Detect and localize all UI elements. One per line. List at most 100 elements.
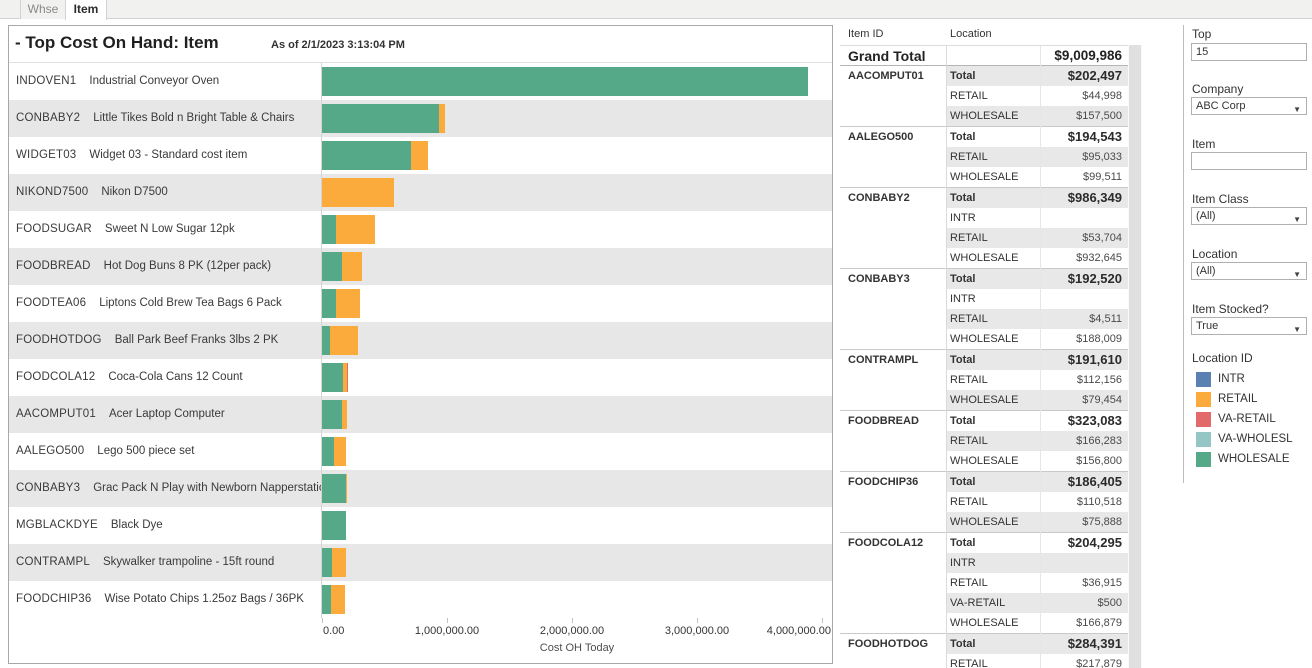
table-row[interactable]: RETAIL $4,511	[840, 309, 1128, 329]
value-cell[interactable]: $284,391	[1040, 634, 1128, 654]
bar-retail-segment[interactable]	[331, 585, 346, 614]
value-cell[interactable]: $166,283	[1040, 431, 1128, 451]
item-class-filter-select[interactable]: (All) ▼	[1191, 207, 1307, 225]
item-stocked-filter-select[interactable]: True ▼	[1191, 317, 1307, 335]
bar-retail-segment[interactable]	[342, 363, 348, 392]
table-row[interactable]: CONBABY3 Total $192,520	[840, 269, 1128, 289]
value-cell[interactable]: $186,405	[1040, 472, 1128, 492]
table-scrollbar[interactable]	[1128, 45, 1142, 668]
value-cell[interactable]: $95,033	[1040, 147, 1128, 167]
table-row[interactable]: RETAIL $36,915	[840, 573, 1128, 593]
table-row[interactable]: AALEGO500 Total $194,543	[840, 127, 1128, 147]
value-cell[interactable]: $110,518	[1076, 496, 1122, 508]
bar-wholesale-segment[interactable]	[322, 474, 346, 503]
table-row[interactable]: INTR	[840, 553, 1128, 573]
legend-item[interactable]: WHOLESALE	[1196, 451, 1290, 467]
legend-item[interactable]: VA-WHOLESL	[1196, 431, 1293, 447]
table-row[interactable]: RETAIL $112,156	[840, 370, 1128, 390]
bar-wholesale-segment[interactable]	[322, 548, 332, 577]
bar-wholesale-segment[interactable]	[322, 67, 809, 96]
table-row[interactable]: FOODCHIP36 Total $186,405	[840, 472, 1128, 492]
table-row[interactable]: WHOLESALE $75,888	[840, 512, 1128, 532]
table-row[interactable]: RETAIL $53,704	[840, 228, 1128, 248]
value-cell[interactable]: $44,998	[1082, 90, 1122, 102]
bar-wholesale-segment[interactable]	[322, 437, 335, 466]
legend-item[interactable]: INTR	[1196, 371, 1245, 387]
company-filter-select[interactable]: ABC Corp ▼	[1191, 97, 1307, 115]
legend-item[interactable]: VA-RETAIL	[1196, 411, 1276, 427]
value-cell[interactable]: $4,511	[1040, 309, 1128, 329]
value-cell[interactable]: $112,156	[1076, 374, 1122, 386]
bar-wholesale-segment[interactable]	[322, 141, 411, 170]
value-cell[interactable]: $166,879	[1076, 617, 1122, 629]
table-row[interactable]: WHOLESALE $166,879	[840, 613, 1128, 633]
value-cell[interactable]	[1040, 553, 1128, 573]
table-row[interactable]: WHOLESALE $157,500	[840, 106, 1128, 126]
bar-wholesale-segment[interactable]	[322, 215, 336, 244]
table-row[interactable]: RETAIL $44,998	[840, 86, 1128, 106]
table-row[interactable]: CONBABY2 Total $986,349	[840, 188, 1128, 208]
value-cell[interactable]: $202,497	[1040, 66, 1128, 86]
table-row[interactable]: RETAIL $110,518	[840, 492, 1128, 512]
value-cell[interactable]: $192,520	[1040, 269, 1128, 289]
bar-wholesale-segment[interactable]	[322, 252, 342, 281]
bar-retail-segment[interactable]	[336, 289, 361, 318]
table-row[interactable]: CONTRAMPL Total $191,610	[840, 350, 1128, 370]
bar-wholesale-segment[interactable]	[322, 511, 346, 540]
value-cell[interactable]: $217,879	[1076, 658, 1122, 668]
table-row[interactable]: RETAIL $95,033	[840, 147, 1128, 167]
table-row[interactable]: FOODHOTDOG Total $284,391	[840, 634, 1128, 654]
bar-retail-segment[interactable]	[330, 326, 358, 355]
value-cell[interactable]: $99,511	[1083, 171, 1122, 183]
bar-retail-segment[interactable]	[341, 252, 363, 281]
grand-total-row[interactable]: Grand Total $9,009,986	[840, 46, 1128, 66]
value-cell[interactable]: $79,454	[1040, 390, 1128, 410]
table-row[interactable]: AACOMPUT01 Total $202,497	[840, 66, 1128, 86]
location-filter-select[interactable]: (All) ▼	[1191, 262, 1307, 280]
table-row[interactable]: WHOLESALE $99,511	[840, 167, 1128, 187]
value-cell[interactable]: $323,083	[1067, 413, 1122, 428]
table-row[interactable]: WHOLESALE $932,645	[840, 248, 1128, 268]
bar-retail-segment[interactable]	[331, 548, 346, 577]
value-cell[interactable]: $157,500	[1040, 106, 1128, 126]
value-cell[interactable]: $188,009	[1076, 333, 1122, 345]
bar-wholesale-segment[interactable]	[322, 104, 439, 133]
table-row[interactable]: INTR	[840, 208, 1128, 228]
bar-retail-segment[interactable]	[335, 215, 375, 244]
value-cell[interactable]: $53,704	[1040, 228, 1128, 248]
value-cell[interactable]: $75,888	[1040, 512, 1128, 532]
bar-wholesale-segment[interactable]	[322, 363, 343, 392]
value-cell[interactable]: $191,610	[1040, 350, 1128, 370]
bar-retail-segment[interactable]	[438, 104, 446, 133]
value-cell[interactable]: $36,915	[1082, 577, 1122, 589]
value-cell[interactable]: $156,800	[1076, 455, 1122, 467]
bar-wholesale-segment[interactable]	[322, 326, 331, 355]
bar-retail-segment[interactable]	[334, 437, 347, 466]
table-row[interactable]: VA-RETAIL $500	[840, 593, 1128, 613]
bar-retail-segment[interactable]	[341, 400, 348, 429]
bar-retail-segment[interactable]	[410, 141, 428, 170]
tab-item[interactable]: Item	[65, 0, 107, 20]
value-cell[interactable]: $194,543	[1067, 129, 1122, 144]
legend-item[interactable]: RETAIL	[1196, 391, 1257, 407]
value-cell[interactable]: $932,645	[1076, 252, 1122, 264]
bar-wholesale-segment[interactable]	[322, 289, 337, 318]
item-filter-input[interactable]	[1191, 152, 1307, 170]
table-row[interactable]: FOODCOLA12 Total $204,295	[840, 533, 1128, 553]
tab-whse[interactable]: Whse	[20, 0, 65, 19]
bar-retail-segment[interactable]	[322, 178, 394, 207]
bar-wholesale-segment[interactable]	[322, 400, 342, 429]
table-row[interactable]: WHOLESALE $188,009	[840, 329, 1128, 349]
value-cell[interactable]: $500	[1040, 593, 1128, 613]
value-cell[interactable]	[1040, 208, 1128, 228]
value-cell[interactable]	[1040, 289, 1128, 309]
table-row[interactable]: WHOLESALE $156,800	[840, 451, 1128, 471]
table-row[interactable]: INTR	[840, 289, 1128, 309]
table-row[interactable]: RETAIL $217,879	[840, 654, 1128, 668]
value-cell[interactable]: $204,295	[1067, 535, 1122, 550]
bar-retail-segment[interactable]	[345, 474, 347, 503]
scrollbar-thumb[interactable]	[1129, 45, 1141, 668]
table-row[interactable]: RETAIL $166,283	[840, 431, 1128, 451]
table-row[interactable]: WHOLESALE $79,454	[840, 390, 1128, 410]
table-row[interactable]: FOODBREAD Total $323,083	[840, 411, 1128, 431]
